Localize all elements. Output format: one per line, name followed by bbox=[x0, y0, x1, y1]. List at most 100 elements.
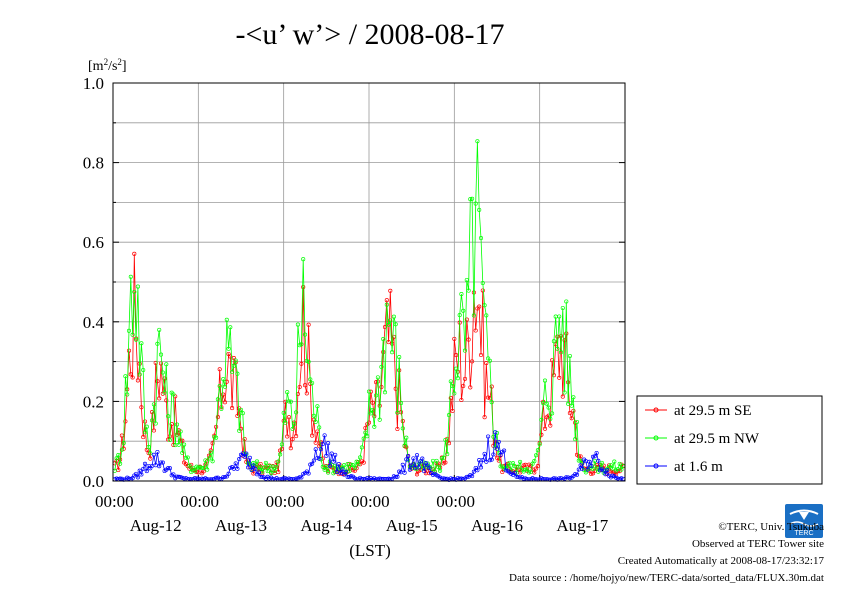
data-point bbox=[182, 476, 187, 481]
data-point bbox=[487, 458, 492, 463]
data-point bbox=[381, 337, 386, 342]
plot-frame bbox=[112, 82, 626, 482]
data-point bbox=[464, 277, 469, 283]
data-point bbox=[342, 472, 347, 477]
data-point bbox=[221, 392, 226, 397]
chart-title: -<u’ w’> / 2008-08-17 bbox=[235, 18, 504, 51]
data-point bbox=[352, 465, 357, 471]
data-point bbox=[311, 413, 316, 418]
legend-label: at 29.5 m SE bbox=[674, 403, 752, 419]
data-point bbox=[470, 474, 475, 479]
data-point bbox=[498, 452, 503, 457]
data-point bbox=[480, 280, 485, 286]
day-tick-label: Aug-17 bbox=[556, 516, 608, 535]
data-point bbox=[178, 438, 183, 443]
data-point bbox=[292, 421, 297, 427]
data-point bbox=[398, 401, 404, 406]
data-point bbox=[491, 452, 496, 457]
data-point bbox=[276, 470, 281, 475]
data-point bbox=[171, 472, 176, 477]
data-point bbox=[446, 441, 452, 446]
data-point bbox=[128, 372, 133, 377]
data-point bbox=[123, 374, 128, 379]
data-point bbox=[139, 341, 144, 346]
data-point bbox=[253, 467, 258, 472]
data-point bbox=[160, 370, 165, 375]
data-point bbox=[148, 456, 153, 461]
data-point bbox=[526, 470, 532, 475]
data-point bbox=[301, 257, 306, 262]
data-point bbox=[144, 469, 149, 474]
data-point bbox=[215, 415, 220, 420]
data-point bbox=[475, 468, 480, 473]
data-point bbox=[384, 298, 389, 303]
data-point bbox=[542, 426, 548, 431]
data-point bbox=[137, 468, 142, 473]
data-point bbox=[274, 464, 279, 469]
data-point bbox=[377, 417, 382, 422]
data-point bbox=[153, 360, 158, 365]
data-point bbox=[608, 462, 613, 468]
data-point bbox=[349, 462, 354, 467]
data-point bbox=[263, 460, 268, 465]
day-tick-label: Aug-16 bbox=[471, 516, 523, 535]
data-point bbox=[370, 400, 375, 405]
data-point bbox=[461, 308, 466, 313]
y-tick-label: 0.0 bbox=[83, 472, 104, 491]
data-point bbox=[448, 396, 453, 401]
data-point bbox=[443, 476, 448, 481]
data-point bbox=[320, 442, 325, 447]
data-point bbox=[308, 377, 313, 382]
data-point bbox=[214, 475, 219, 480]
data-point bbox=[246, 465, 251, 470]
data-point bbox=[214, 424, 219, 429]
data-point bbox=[324, 453, 329, 458]
data-point bbox=[532, 459, 537, 464]
data-point bbox=[301, 285, 306, 290]
data-point bbox=[333, 463, 338, 468]
data-point bbox=[306, 322, 311, 327]
data-point bbox=[432, 469, 437, 474]
data-point bbox=[315, 404, 320, 409]
data-point bbox=[297, 475, 302, 480]
data-point bbox=[310, 380, 315, 386]
data-point bbox=[361, 460, 366, 465]
data-point bbox=[313, 419, 318, 424]
data-point bbox=[151, 428, 156, 433]
data-point bbox=[158, 361, 164, 366]
terc-logo: TERC bbox=[785, 504, 823, 538]
data-point bbox=[560, 305, 565, 311]
data-point bbox=[395, 426, 400, 432]
data-point bbox=[155, 449, 160, 455]
data-point bbox=[212, 434, 217, 440]
data-point bbox=[393, 322, 398, 327]
data-point bbox=[155, 341, 160, 346]
data-point bbox=[539, 417, 544, 422]
y-tick-label: 0.4 bbox=[83, 313, 105, 332]
data-point bbox=[180, 438, 185, 443]
data-point bbox=[455, 376, 460, 381]
data-point bbox=[592, 454, 597, 459]
data-point bbox=[281, 410, 286, 415]
data-point bbox=[562, 338, 567, 343]
data-point bbox=[278, 452, 283, 457]
data-point bbox=[141, 367, 146, 373]
data-point bbox=[237, 457, 242, 462]
y-tick-label: 0.8 bbox=[83, 154, 104, 173]
data-point bbox=[126, 348, 132, 353]
data-point bbox=[375, 375, 380, 380]
data-point bbox=[228, 354, 233, 359]
data-point bbox=[464, 317, 469, 322]
data-point bbox=[272, 469, 277, 474]
y-axis-unit-label: [m2/s2] bbox=[88, 57, 127, 74]
data-point bbox=[558, 333, 564, 339]
legend-swatch-marker bbox=[653, 463, 659, 469]
data-point bbox=[142, 461, 148, 466]
data-point bbox=[221, 475, 226, 480]
data-point bbox=[326, 469, 331, 474]
footer-observed: Observed at TERC Tower site bbox=[691, 538, 824, 550]
data-point bbox=[583, 470, 588, 475]
data-point bbox=[535, 448, 540, 453]
data-point bbox=[176, 474, 181, 479]
data-point bbox=[560, 394, 565, 399]
